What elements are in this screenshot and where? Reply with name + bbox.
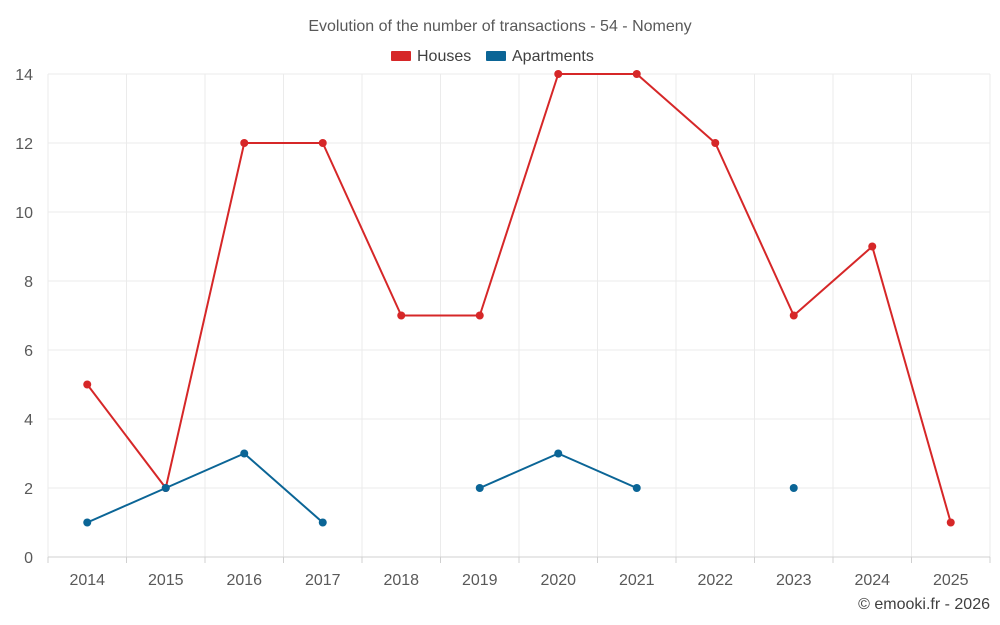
legend-swatch-houses xyxy=(391,51,411,61)
series-line-segment-houses xyxy=(321,142,403,317)
x-tick-label: 2022 xyxy=(697,572,733,589)
data-point-apartments-2017[interactable] xyxy=(318,518,327,527)
y-tick-label: 10 xyxy=(15,205,33,222)
x-tick-label: 2021 xyxy=(619,572,655,589)
data-point-apartments-2019[interactable] xyxy=(475,484,484,492)
data-point-apartments-2014[interactable] xyxy=(83,518,92,527)
data-point-apartments-2023[interactable] xyxy=(789,484,798,492)
data-point-houses-2020[interactable] xyxy=(554,70,563,78)
data-point-apartments-2021[interactable] xyxy=(632,484,641,492)
data-point-houses-2017[interactable] xyxy=(318,139,327,147)
data-point-apartments-2020[interactable] xyxy=(554,449,563,458)
series-line-segment-houses xyxy=(86,383,167,489)
series-houses xyxy=(83,70,955,527)
series-apartments xyxy=(83,449,798,527)
data-point-houses-2016[interactable] xyxy=(240,139,249,147)
legend-swatch-apartments xyxy=(486,51,506,61)
data-point-houses-2021[interactable] xyxy=(632,70,641,78)
grid xyxy=(47,73,991,563)
series-line-segment-apartments xyxy=(164,452,246,489)
series-line-segment-houses xyxy=(714,142,795,317)
y-tick-label: 2 xyxy=(24,481,33,498)
y-tick-label: 4 xyxy=(24,412,33,429)
series-line-segment-houses xyxy=(478,73,560,317)
data-point-apartments-2015[interactable] xyxy=(161,484,170,492)
chart-title: Evolution of the number of transactions … xyxy=(308,18,691,35)
x-tick-label: 2024 xyxy=(854,572,890,589)
series-line-segment-houses xyxy=(164,142,246,489)
legend-item-houses[interactable]: Houses xyxy=(391,48,471,65)
x-tick-label: 2025 xyxy=(933,572,969,589)
x-tick-label: 2016 xyxy=(226,572,262,589)
data-point-houses-2022[interactable] xyxy=(711,139,720,147)
y-axis-ticks: 0 2 4 6 8 10 12 14 xyxy=(15,67,33,567)
data-point-houses-2024[interactable] xyxy=(868,242,877,251)
y-tick-label: 0 xyxy=(24,550,33,567)
credit-text: © emooki.fr - 2026 xyxy=(858,596,990,613)
series-line-segment-houses xyxy=(635,73,717,144)
data-point-houses-2014[interactable] xyxy=(83,380,92,389)
data-point-apartments-2016[interactable] xyxy=(240,449,249,458)
data-point-houses-2018[interactable] xyxy=(397,311,406,320)
data-point-houses-2019[interactable] xyxy=(475,311,484,320)
y-tick-label: 8 xyxy=(24,274,33,291)
data-point-houses-2025[interactable] xyxy=(946,518,955,527)
x-tick-label: 2020 xyxy=(540,572,576,589)
x-tick-label: 2014 xyxy=(69,572,105,589)
series-line-segment-apartments xyxy=(86,487,167,524)
y-tick-label: 12 xyxy=(15,136,33,153)
y-tick-label: 14 xyxy=(15,67,33,84)
legend: Houses Apartments xyxy=(391,48,594,65)
series-line-segment-houses xyxy=(871,245,952,524)
legend-label-houses: Houses xyxy=(417,48,471,65)
series-line-segment-houses xyxy=(792,245,874,317)
x-tick-label: 2019 xyxy=(462,572,498,589)
x-tick-label: 2018 xyxy=(383,572,419,589)
x-tick-label: 2023 xyxy=(776,572,812,589)
legend-item-apartments[interactable]: Apartments xyxy=(486,48,594,65)
series-line-segment-apartments xyxy=(478,452,560,489)
x-axis-ticks: 2014 2015 2016 2017 2018 2019 2020 2021 2022 2023… xyxy=(69,572,968,589)
series xyxy=(83,70,955,527)
x-tick-label: 2015 xyxy=(148,572,184,589)
y-tick-label: 6 xyxy=(24,343,33,360)
series-line-segment-apartments xyxy=(557,452,638,489)
series-line-segment-apartments xyxy=(243,452,324,524)
x-tick-label: 2017 xyxy=(305,572,341,589)
legend-label-apartments: Apartments xyxy=(512,48,594,65)
data-point-houses-2023[interactable] xyxy=(789,311,798,320)
